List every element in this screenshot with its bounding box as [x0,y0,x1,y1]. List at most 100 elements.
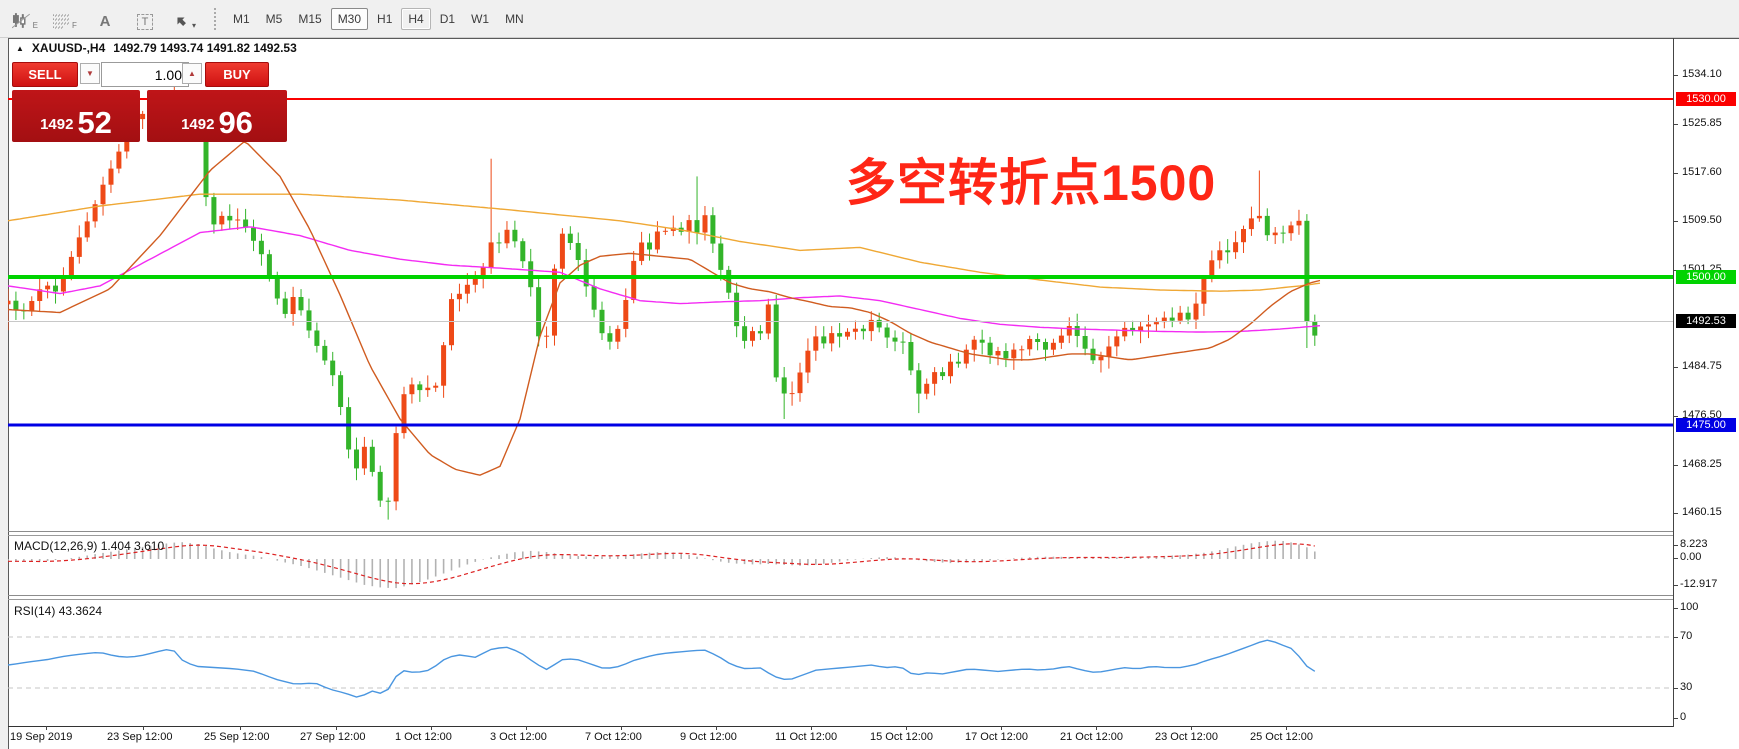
date-tick-label: 23 Sep 12:00 [107,731,173,743]
date-tick-label: 7 Oct 12:00 [585,731,642,743]
rsi-indicator-pane[interactable] [8,599,1673,725]
expand-triangle-icon[interactable]: ▲ [16,43,24,53]
date-tick-label: 1 Oct 12:00 [395,731,452,743]
buy-button[interactable]: BUY [205,62,269,87]
chart-title: ▲ XAUUSD-,H4 1492.79 1493.74 1491.82 149… [16,41,297,55]
chart-symbol-period: XAUUSD-,H4 [31,41,106,55]
rsi-tick-label: 30 [1680,681,1693,693]
macd-tick-label: 8.223 [1680,538,1708,550]
cursor-arrows-icon[interactable]: ▾ [172,8,198,30]
date-tick-mark [1001,726,1002,730]
timeframe-button-w1[interactable]: W1 [464,8,496,30]
chart-text-annotation: 多空转折点1500 [846,155,1217,211]
timeframe-button-m5[interactable]: M5 [259,8,290,30]
date-tick-label: 27 Sep 12:00 [300,731,366,743]
price-line-badge: 1530.00 [1676,92,1736,106]
timeframe-button-m15[interactable]: M15 [291,8,328,30]
timeframe-button-m1[interactable]: M1 [226,8,257,30]
rsi-label: RSI(14) 43.3624 [14,604,103,618]
pane-divider[interactable] [8,599,1673,600]
date-tick-label: 15 Oct 12:00 [870,731,933,743]
pane-divider[interactable] [8,531,1673,532]
price-scale-divider[interactable] [1673,38,1674,727]
price-line-badge: 1475.00 [1676,418,1736,432]
timeframe-button-m30[interactable]: M30 [330,7,369,30]
price-tick-mark [1673,221,1678,222]
macd-label: MACD(12,26,9) 1.404 3.610 [14,539,165,553]
date-tick-mark [526,726,527,730]
date-tick-label: 21 Oct 12:00 [1060,731,1123,743]
date-tick-mark [811,726,812,730]
price-tick-label: 1525.85 [1682,117,1722,129]
toolbar-grip-handle[interactable] [214,7,216,30]
rsi-tick-mark [1673,688,1678,689]
date-tick-mark [143,726,144,730]
date-axis-line [8,726,1673,727]
chevron-down-icon: ▾ [191,20,196,30]
volume-input[interactable] [101,62,189,87]
price-tick-label: 1460.15 [1682,506,1722,518]
timeframe-button-mn[interactable]: MN [498,8,531,30]
price-tick-mark [1673,124,1678,125]
price-tick-mark [1673,75,1678,76]
chart-window [8,38,1739,749]
timeframe-button-d1[interactable]: D1 [433,8,462,30]
macd-indicator-pane[interactable] [8,535,1673,595]
price-tick-label: 1468.25 [1682,458,1722,470]
buy-price-prefix: 1492 [181,116,215,133]
price-tick-mark [1673,416,1678,417]
date-tick-label: 25 Sep 12:00 [204,731,270,743]
price-tick-label: 1534.10 [1682,68,1722,80]
price-tick-mark [1673,367,1678,368]
date-tick-mark [336,726,337,730]
pane-divider[interactable] [8,595,1673,596]
timeframe-button-group: M1 M5 M15 M30 H1 H4 D1 W1 MN [226,7,531,30]
date-tick-mark [1286,726,1287,730]
price-tick-label: 1517.60 [1682,166,1722,178]
toolbar: E F A T ▾ [0,0,1739,38]
price-tick-label: 1484.75 [1682,360,1722,372]
price-tick-mark [1673,513,1678,514]
sell-price-prefix: 1492 [40,116,74,133]
rsi-tick-label: 100 [1680,601,1699,613]
volume-increase-button[interactable]: ▲ [182,63,202,84]
indicator-candles-icon[interactable]: E [12,8,38,30]
text-annotation-icon[interactable]: A [99,12,111,30]
date-tick-mark [716,726,717,730]
macd-tick-label: -12.917 [1680,578,1718,590]
rsi-tick-mark [1673,608,1678,609]
macd-tick-label: 0.00 [1680,551,1702,563]
buy-price-box[interactable]: 1492 96 [147,90,287,142]
rsi-tick-label: 70 [1680,630,1693,642]
rsi-tick-label: 0 [1680,711,1687,723]
text-label-icon[interactable]: T [132,8,158,30]
buy-price-main: 96 [218,105,253,140]
price-tick-mark [1673,270,1678,271]
toolbar-icon-group: E F A T ▾ [0,8,198,30]
price-tick-label: 1509.50 [1682,214,1722,226]
date-tick-label: 17 Oct 12:00 [965,731,1028,743]
rsi-tick-mark [1673,718,1678,719]
date-tick-label: 23 Oct 12:00 [1155,731,1218,743]
date-tick-mark [621,726,622,730]
pane-divider[interactable] [8,535,1673,536]
price-chart-pane[interactable] [8,38,1673,531]
timeframe-button-h4[interactable]: H4 [401,7,431,30]
volume-decrease-button[interactable]: ▼ [80,63,100,84]
date-tick-label: 25 Oct 12:00 [1250,731,1313,743]
price-line-badge: 1492.53 [1676,314,1736,328]
sell-price-box[interactable]: 1492 52 [12,90,140,142]
date-tick-mark [1191,726,1192,730]
date-tick-mark [431,726,432,730]
sell-price-main: 52 [77,105,112,140]
macd-tick-mark [1673,585,1678,586]
date-tick-label: 19 Sep 2019 [10,731,73,743]
sell-button[interactable]: SELL [12,62,78,87]
date-tick-label: 9 Oct 12:00 [680,731,737,743]
price-line-badge: 1500.00 [1676,270,1736,284]
grid-pattern-icon[interactable]: F [52,8,78,30]
timeframe-button-h1[interactable]: H1 [370,8,399,30]
date-tick-mark [1096,726,1097,730]
chart-ohlc-values: 1492.79 1493.74 1491.82 1492.53 [113,41,297,55]
